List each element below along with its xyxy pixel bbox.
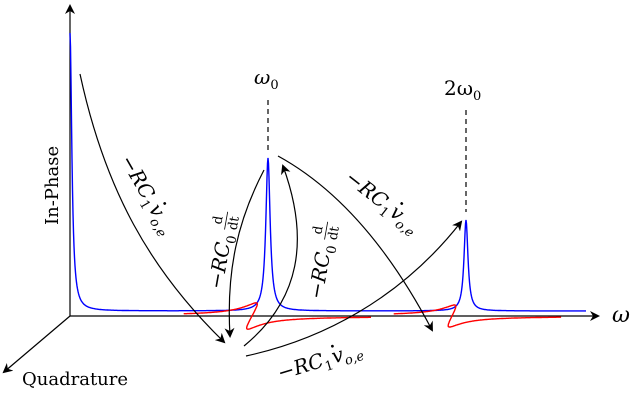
arrow-label-a2: −RC0 d dt bbox=[203, 211, 243, 291]
svg-text:dt: dt bbox=[326, 225, 343, 242]
frequency-axis-label: ω bbox=[612, 303, 630, 328]
quadrature-response-curve-2omega0 bbox=[393, 304, 562, 328]
svg-text:−RC0: −RC0 bbox=[203, 232, 240, 291]
arrow-omega0-to-2omega0-quadrature bbox=[277, 155, 433, 332]
arrow-label-a3: −RC0 d dt bbox=[303, 221, 343, 301]
arrow-label-a1: −RC1vo,e bbox=[112, 151, 180, 241]
quadrature-axis-label: Quadrature bbox=[22, 369, 128, 390]
svg-text:−RC1vo,e: −RC1vo,e bbox=[338, 165, 424, 241]
arrow-omega0-inphase-to-quadrature bbox=[224, 169, 265, 338]
arrow-label-a4: −RC1vo,e bbox=[338, 165, 424, 241]
arrow-omega0-quadrature-to-inphase bbox=[243, 164, 298, 347]
arrow-omega0-quadrature-to-2omega0-inphase bbox=[245, 220, 463, 357]
quadrature-axis bbox=[2, 315, 71, 374]
quadrature-response-curve-omega0 bbox=[183, 302, 371, 330]
in-phase-axis-label: In-Phase bbox=[42, 146, 63, 225]
peak-label-omega0: ω0 bbox=[254, 65, 279, 93]
in-phase-response-curve bbox=[69, 32, 586, 312]
svg-text:−RC1vo,e: −RC1vo,e bbox=[112, 151, 180, 241]
svg-text:d: d bbox=[310, 225, 326, 236]
svg-text:dt: dt bbox=[226, 215, 243, 232]
peak-label-2omega0: 2ω0 bbox=[444, 76, 481, 104]
svg-text:−RC0: −RC0 bbox=[303, 242, 340, 301]
svg-text:d: d bbox=[210, 215, 226, 226]
arrow-dc-to-omega0-quadrature bbox=[79, 73, 226, 344]
